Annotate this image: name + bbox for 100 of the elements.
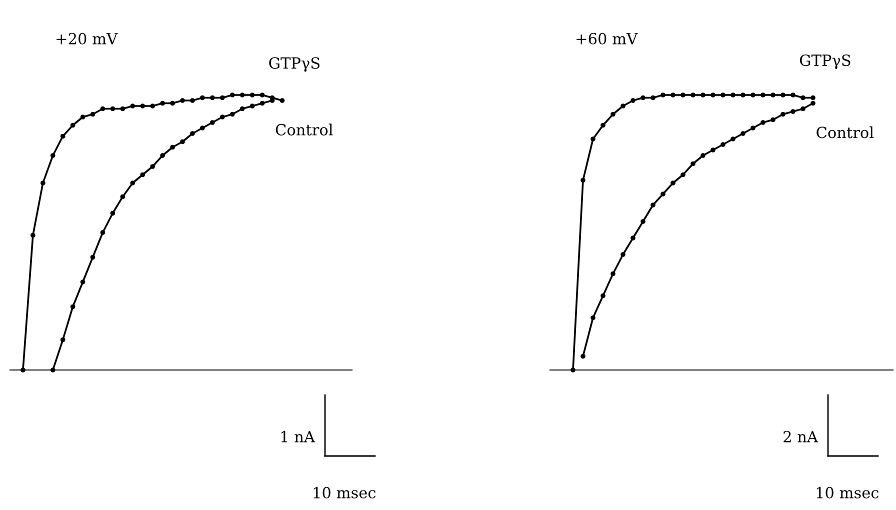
point [690,161,696,166]
point [70,304,76,310]
point [670,92,676,98]
point [200,95,205,100]
point [630,98,636,103]
point [260,100,265,106]
point [710,148,716,152]
point [50,153,56,158]
point [180,98,185,103]
point [590,315,596,320]
point [210,120,215,125]
point [730,92,736,98]
point [100,106,106,112]
point [230,112,235,117]
point [800,106,806,112]
chart-title: +20 mV [56,32,118,44]
point [690,92,696,98]
point [770,117,776,122]
point [780,112,786,117]
point [60,134,66,139]
text: 10 msec [314,486,376,498]
point [100,230,106,235]
point [580,354,586,359]
point [130,104,136,108]
point [220,114,225,120]
point [80,280,86,284]
point [580,178,586,183]
point [190,98,195,103]
series-label: GTPγS [269,57,320,72]
point [640,95,646,100]
point [620,252,626,257]
point [160,153,165,158]
point [680,92,686,98]
point [810,100,816,106]
point [650,95,656,100]
point [760,92,766,98]
point [650,202,656,208]
point [120,106,126,112]
point [800,95,806,100]
point [240,106,245,112]
point [750,126,756,130]
point [740,92,746,98]
point [720,142,726,147]
point [710,92,716,98]
text: 10 msec [816,486,879,498]
series-label: GTPγS [800,54,850,70]
point [750,92,756,98]
point [250,92,255,98]
series-label: Control [816,126,874,138]
point [700,92,706,98]
point [170,144,175,150]
point [90,254,96,260]
point [790,92,796,98]
point [610,112,616,117]
point [180,139,185,144]
point [770,92,776,98]
point [590,136,596,142]
point [260,92,265,98]
point [760,120,766,125]
point [630,236,636,240]
point [120,194,126,200]
chart-title: +60 mV [576,32,638,44]
series-label: Control [276,124,333,136]
point [280,98,285,103]
point [660,92,666,98]
point [620,104,626,108]
point [230,92,235,98]
text: 2 nA [784,430,818,442]
point [700,153,706,158]
point [810,95,816,100]
point [110,106,116,112]
point [250,104,255,108]
point [30,232,36,238]
point [170,100,175,106]
point [600,122,606,128]
point [720,92,726,98]
point [640,219,646,224]
point [90,112,96,117]
point [40,180,46,186]
point [210,95,215,100]
point [680,172,686,178]
point [790,109,796,114]
point [80,114,86,120]
point [140,172,146,178]
point [140,104,146,108]
point [610,271,616,276]
point [160,100,165,106]
point [200,126,205,130]
point [600,293,606,298]
point [780,92,786,98]
point [190,131,195,136]
point [240,92,245,98]
point [670,180,676,186]
text: 1 nA [281,430,316,442]
point [220,95,225,100]
point [130,180,136,186]
point [730,136,736,142]
point [70,122,76,128]
point [150,104,156,108]
point [660,192,666,196]
